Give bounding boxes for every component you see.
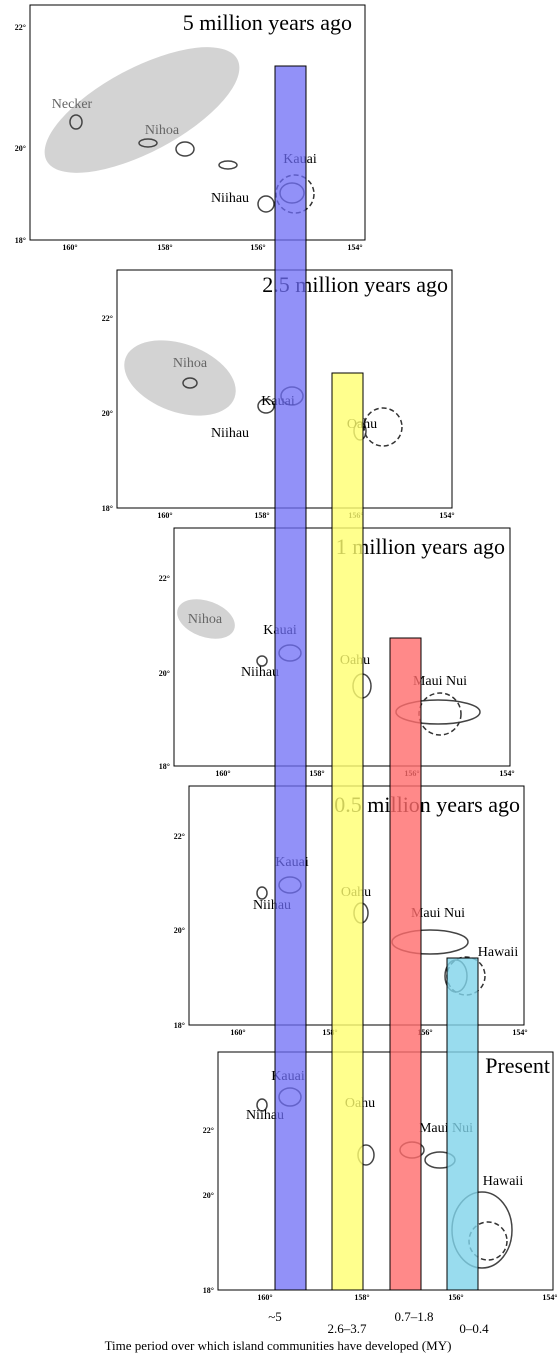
- x-tick-label: 156°: [250, 243, 265, 252]
- period-bars: [274, 65, 479, 1291]
- island-label: Niihau: [241, 665, 279, 680]
- oahu-bar: [331, 372, 364, 1291]
- x-tick-label: 160°: [157, 511, 172, 520]
- x-tick-label: 158°: [254, 511, 269, 520]
- island-label: Hawaii: [483, 1174, 524, 1189]
- panel-title: 5 million years ago: [183, 10, 352, 35]
- y-tick-label: 22°: [15, 23, 26, 32]
- island-label: Maui Nui: [413, 674, 467, 689]
- y-tick-label: 22°: [203, 1126, 214, 1135]
- y-tick-label: 18°: [159, 762, 170, 771]
- x-tick-label: 154°: [542, 1293, 557, 1302]
- x-tick-label: 158°: [157, 243, 172, 252]
- island-outline: [257, 195, 275, 213]
- map-panel: [217, 1051, 554, 1291]
- island-outline: [257, 398, 275, 414]
- shade-area: [124, 340, 236, 416]
- caption: Time period over which island communitie…: [105, 1338, 452, 1353]
- period-label: ~5: [268, 1309, 282, 1324]
- island-outline: [138, 138, 158, 148]
- panel-title: Present: [485, 1053, 550, 1078]
- y-tick-label: 22°: [102, 314, 113, 323]
- y-tick-label: 20°: [15, 144, 26, 153]
- x-tick-label: 158°: [322, 1028, 337, 1037]
- island-outline: [69, 114, 83, 130]
- hotspot: [363, 407, 403, 447]
- y-tick-label: 20°: [203, 1191, 214, 1200]
- x-tick-label: 154°: [499, 769, 514, 778]
- panel-title: 0.5 million years ago: [334, 792, 520, 817]
- x-tick-label: 160°: [230, 1028, 245, 1037]
- island-label: Nihoa: [173, 356, 208, 371]
- island-label: Necker: [52, 97, 93, 112]
- island-label: Hawaii: [478, 945, 519, 960]
- y-tick-label: 22°: [174, 832, 185, 841]
- x-tick-label: 154°: [347, 243, 362, 252]
- x-tick-label: 158°: [309, 769, 324, 778]
- kauai-bar: [274, 65, 307, 1291]
- y-tick-label: 18°: [203, 1286, 214, 1295]
- island-outline: [256, 655, 268, 667]
- panel-title: 1 million years ago: [336, 534, 505, 559]
- x-tick-label: 160°: [257, 1293, 272, 1302]
- y-tick-label: 18°: [102, 504, 113, 513]
- hawaii-bar: [446, 957, 479, 1291]
- x-tick-label: 158°: [354, 1293, 369, 1302]
- island-outline: [175, 141, 195, 157]
- shade-area: [177, 599, 235, 639]
- x-tick-label: 156°: [417, 1028, 432, 1037]
- island-label: Niihau: [211, 191, 249, 206]
- island-label: Niihau: [211, 426, 249, 441]
- y-tick-label: 20°: [159, 669, 170, 678]
- island-label: Nihoa: [188, 612, 223, 627]
- x-tick-label: 154°: [512, 1028, 527, 1037]
- island-label: Maui Nui: [411, 906, 465, 921]
- island-label: Nihoa: [145, 123, 180, 138]
- maui-bar: [389, 637, 422, 1291]
- y-tick-label: 18°: [174, 1021, 185, 1030]
- island-outline: [256, 1098, 268, 1112]
- x-tick-label: 160°: [215, 769, 230, 778]
- y-tick-label: 18°: [15, 236, 26, 245]
- x-tick-label: 156°: [448, 1293, 463, 1302]
- y-tick-label: 20°: [174, 926, 185, 935]
- island-outline: [218, 160, 238, 170]
- period-label: 0.7–1.8: [395, 1309, 434, 1324]
- y-tick-label: 20°: [102, 409, 113, 418]
- shade-area: [44, 47, 240, 173]
- period-label: 0–0.4: [459, 1321, 489, 1336]
- x-tick-label: 160°: [62, 243, 77, 252]
- y-tick-label: 22°: [159, 574, 170, 583]
- island-outline: [182, 377, 198, 389]
- period-label: 2.6–3.7: [328, 1321, 368, 1336]
- x-tick-label: 154°: [439, 511, 454, 520]
- island-outline: [256, 886, 268, 900]
